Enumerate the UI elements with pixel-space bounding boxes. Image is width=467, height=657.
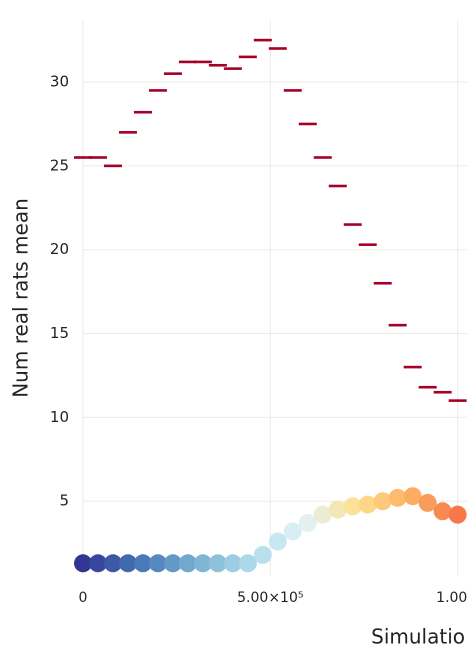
dash-point bbox=[433, 390, 452, 394]
dash-point bbox=[133, 110, 152, 114]
circle-point bbox=[208, 554, 227, 573]
dash-point bbox=[88, 156, 107, 159]
circle-point bbox=[178, 554, 197, 573]
dash-point bbox=[283, 89, 302, 92]
dash-point bbox=[223, 67, 242, 70]
x-tick-label: 0 bbox=[79, 590, 88, 606]
dash-point bbox=[193, 60, 212, 64]
dash-point bbox=[118, 131, 137, 134]
dash-point bbox=[313, 156, 332, 159]
y-tick-label: 10 bbox=[50, 408, 69, 426]
circle-point bbox=[283, 522, 302, 541]
circle-point bbox=[163, 554, 182, 573]
circle-point bbox=[313, 505, 332, 524]
dash-point bbox=[343, 223, 362, 226]
dash-point bbox=[373, 281, 392, 285]
circle-point bbox=[223, 554, 242, 573]
y-tick-label: 5 bbox=[59, 492, 69, 510]
dash-point bbox=[388, 323, 407, 327]
circle-point bbox=[88, 554, 107, 573]
dash-point bbox=[208, 63, 227, 67]
dash-point bbox=[238, 55, 257, 59]
dash-point bbox=[148, 89, 167, 92]
circle-point bbox=[148, 554, 167, 573]
circle-point bbox=[358, 495, 377, 514]
dash-point bbox=[328, 184, 347, 188]
circle-point bbox=[388, 488, 407, 507]
y-tick-label: 25 bbox=[50, 156, 69, 174]
circle-point bbox=[118, 554, 137, 573]
circle-point bbox=[133, 554, 152, 573]
y-tick-label: 20 bbox=[50, 240, 69, 258]
dash-point bbox=[358, 243, 377, 246]
y-axis-title: Num real rats mean bbox=[9, 198, 33, 398]
circle-point bbox=[343, 497, 362, 516]
x-axis-title: Simulatio bbox=[371, 625, 465, 649]
circle-point bbox=[103, 554, 122, 573]
dash-point bbox=[268, 47, 287, 50]
dash-point bbox=[298, 122, 317, 126]
circle-point bbox=[253, 545, 272, 564]
circle-point bbox=[328, 500, 347, 519]
dash-point bbox=[163, 72, 182, 75]
dash-point bbox=[448, 399, 467, 402]
dash-point bbox=[418, 385, 437, 389]
x-tick-label: 1.00× bbox=[436, 590, 467, 606]
circle-point bbox=[238, 554, 257, 573]
y-tick-label: 15 bbox=[50, 324, 69, 342]
circle-point bbox=[403, 487, 422, 506]
circle-point bbox=[298, 514, 317, 533]
dash-point bbox=[74, 156, 92, 159]
circle-point bbox=[418, 493, 437, 512]
circle-point bbox=[268, 532, 287, 551]
circle-point bbox=[373, 492, 392, 511]
dash-point bbox=[403, 365, 422, 369]
dash-point bbox=[253, 38, 272, 42]
circle-point bbox=[74, 554, 92, 573]
x-tick-label: 5.00×10⁵ bbox=[237, 590, 303, 606]
dash-point bbox=[178, 60, 197, 64]
circle-point bbox=[448, 505, 467, 524]
dash-point bbox=[103, 164, 122, 168]
circle-point bbox=[433, 502, 452, 521]
circle-point bbox=[193, 554, 212, 573]
y-tick-label: 30 bbox=[50, 73, 69, 91]
